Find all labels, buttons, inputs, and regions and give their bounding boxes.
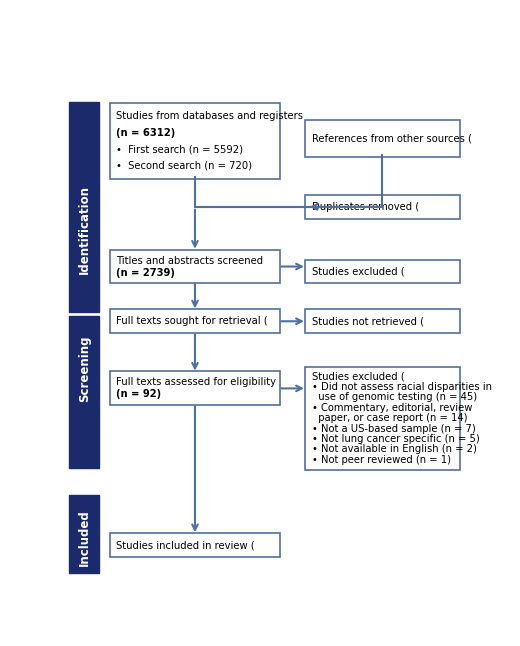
Text: Full texts assessed for eligibility: Full texts assessed for eligibility	[116, 377, 276, 388]
Text: Titles and abstracts screened: Titles and abstracts screened	[116, 256, 263, 266]
Text: (n = 2739): (n = 2739)	[116, 267, 175, 278]
Text: • Not peer reviewed (n = 1): • Not peer reviewed (n = 1)	[311, 455, 451, 465]
Text: •  First search (n = 5592): • First search (n = 5592)	[116, 144, 243, 154]
FancyBboxPatch shape	[305, 309, 460, 333]
Text: •  Second search (n = 720): • Second search (n = 720)	[116, 161, 252, 171]
FancyBboxPatch shape	[110, 103, 280, 179]
FancyBboxPatch shape	[110, 371, 280, 405]
FancyBboxPatch shape	[305, 120, 460, 156]
Text: Full texts sought for retrieval (: Full texts sought for retrieval (	[116, 317, 268, 326]
Text: Studies from databases and registers: Studies from databases and registers	[116, 111, 303, 121]
Text: • Not a US-based sample (n = 7): • Not a US-based sample (n = 7)	[311, 424, 475, 433]
FancyBboxPatch shape	[110, 309, 280, 333]
Text: paper, or case report (n = 14): paper, or case report (n = 14)	[311, 413, 467, 423]
Text: Duplicates removed (: Duplicates removed (	[311, 202, 419, 212]
Text: References from other sources (: References from other sources (	[311, 134, 472, 143]
FancyBboxPatch shape	[110, 533, 280, 557]
Text: Included: Included	[77, 509, 90, 566]
FancyBboxPatch shape	[69, 102, 99, 312]
Text: (n = 6312): (n = 6312)	[116, 128, 175, 138]
Text: Studies not retrieved (: Studies not retrieved (	[311, 317, 424, 326]
Text: Identification: Identification	[77, 185, 90, 274]
FancyBboxPatch shape	[110, 249, 280, 284]
FancyBboxPatch shape	[69, 316, 99, 468]
Text: • Not lung cancer specific (n = 5): • Not lung cancer specific (n = 5)	[311, 434, 479, 444]
Text: Studies excluded (: Studies excluded (	[311, 267, 404, 276]
FancyBboxPatch shape	[69, 495, 99, 573]
FancyBboxPatch shape	[305, 195, 460, 219]
Text: • Did not assess racial disparities in: • Did not assess racial disparities in	[311, 382, 491, 392]
Text: • Not available in English (n = 2): • Not available in English (n = 2)	[311, 444, 476, 454]
Text: • Commentary, editorial, review: • Commentary, editorial, review	[311, 403, 472, 413]
FancyBboxPatch shape	[305, 260, 460, 284]
Text: (n = 92): (n = 92)	[116, 390, 161, 399]
Text: Studies included in review (: Studies included in review (	[116, 540, 255, 550]
Text: Screening: Screening	[77, 335, 90, 402]
FancyBboxPatch shape	[305, 366, 460, 470]
Text: use of genomic testing (n = 45): use of genomic testing (n = 45)	[311, 393, 477, 402]
Text: Studies excluded (: Studies excluded (	[311, 371, 404, 382]
